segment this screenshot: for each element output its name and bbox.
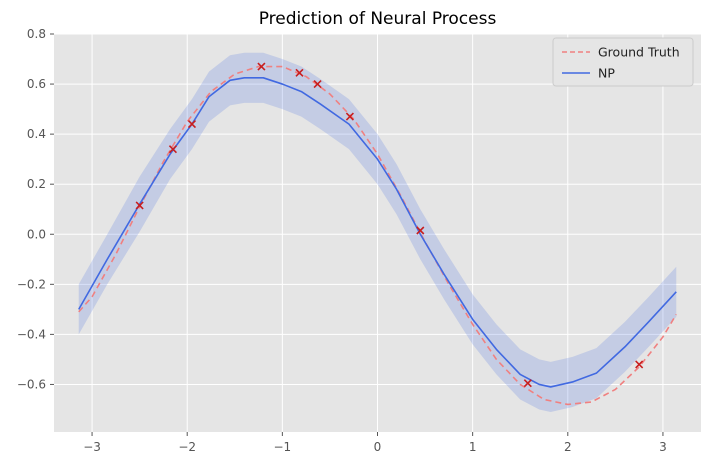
y-tick-label: 0.4	[27, 127, 46, 141]
context-point	[135, 201, 144, 210]
legend-box	[552, 37, 694, 87]
context-point	[257, 62, 266, 71]
context-point-stroke	[416, 226, 425, 235]
x-tick-label: 2	[564, 440, 572, 454]
context-point-stroke	[187, 120, 197, 129]
legend: Ground Truth NP	[552, 37, 694, 87]
y-tick-label: −0.4	[17, 327, 46, 341]
context-point	[295, 68, 304, 77]
context-point	[416, 226, 425, 235]
x-tick-label: 1	[469, 440, 477, 454]
x-tick-label: −3	[83, 440, 101, 454]
context-point-stroke	[523, 379, 532, 388]
context-point-stroke	[295, 68, 304, 77]
y-tick-label: 0.2	[27, 177, 46, 191]
context-point	[523, 379, 532, 388]
series-layer	[78, 65, 677, 406]
y-tick-label: −0.2	[17, 277, 46, 291]
chart-title: Prediction of Neural Process	[259, 9, 497, 29]
context-point	[187, 120, 197, 129]
context-point-stroke	[313, 79, 322, 89]
context-point-stroke	[168, 145, 177, 154]
context-points-layer	[135, 62, 644, 388]
y-tick-label: −0.6	[17, 377, 46, 391]
y-tick-label: 0.6	[27, 77, 46, 91]
context-point-stroke	[345, 112, 354, 121]
legend-ground-truth-label: Ground Truth	[598, 45, 680, 60]
x-tick-label: −2	[178, 440, 196, 454]
x-tick-label: −1	[274, 440, 292, 454]
y-tick-label: 0.8	[27, 27, 46, 41]
np-confidence-band	[78, 52, 677, 412]
context-point-stroke	[135, 201, 144, 210]
context-point	[168, 145, 177, 154]
confidence-band-layer	[78, 52, 677, 412]
context-point-stroke	[635, 360, 644, 369]
y-tick-label: 0.0	[27, 227, 46, 241]
tick-labels: −3 −2 −1 0 1 2 3 −0.6 −0.4 −0.2 0.0 0.2 0.4 0.6 0.8	[17, 27, 667, 454]
context-point-stroke	[257, 62, 266, 71]
context-point	[345, 112, 354, 121]
legend-np-label: NP	[598, 66, 615, 81]
np-line	[78, 77, 677, 388]
grid-lines	[54, 33, 701, 432]
context-point	[313, 79, 322, 89]
x-tick-label: 0	[374, 440, 382, 454]
x-tick-label: 3	[659, 440, 667, 454]
context-point	[635, 360, 644, 369]
